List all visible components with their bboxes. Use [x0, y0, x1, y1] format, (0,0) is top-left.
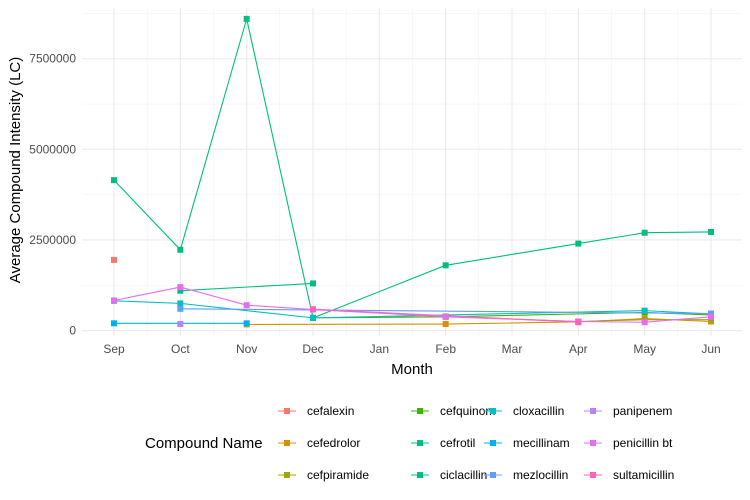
legend-label: cefalexin — [307, 404, 354, 418]
series-line-penicillin-bt — [113, 286, 712, 323]
legend-key-marker — [417, 472, 423, 478]
legend-label: cefedrolor — [307, 436, 360, 450]
legend-key-marker — [417, 408, 423, 414]
data-point-cefrotil — [177, 287, 184, 294]
data-point-ciclacillin — [641, 229, 648, 236]
legend-key-marker — [284, 408, 290, 414]
legend-label: ciclacillin — [440, 468, 487, 482]
data-point-cefedrolor — [442, 321, 449, 328]
data-point-sultamicillin — [310, 306, 316, 313]
y-tick-label: 5000000 — [29, 142, 76, 156]
data-point-cloxacillin — [177, 300, 184, 307]
axes: Sep Oct Nov Dec Jan Feb Mar Apr May Jun 0 2500000 50… — [29, 52, 720, 356]
legend-key-marker — [490, 472, 496, 478]
data-point-penicillin-bt — [442, 313, 449, 320]
legend-label: mecillinam — [513, 436, 570, 450]
data-point-ciclacillin — [708, 228, 714, 235]
data-point-panipenem — [177, 321, 184, 328]
legend-key-marker — [590, 440, 596, 446]
series-line-mezlocillin — [180, 308, 712, 315]
data-point-cefrotil — [310, 280, 316, 287]
x-tick-label: Jan — [370, 342, 389, 356]
legend-label: sultamicillin — [613, 468, 674, 482]
series-line-cefrotil — [180, 282, 314, 292]
data-point-ciclacillin — [442, 262, 449, 269]
data-point-ciclacillin — [575, 240, 582, 247]
legend-title: Compound Name — [145, 435, 263, 452]
legend-key-marker — [490, 440, 496, 446]
y-axis-title: Average Compound Intensity (LC) — [7, 57, 24, 284]
x-tick-label: May — [633, 342, 656, 356]
legend-label: cefrotil — [440, 436, 475, 450]
data-point-mecillinam — [111, 320, 117, 327]
data-point-mezlocillin — [177, 305, 184, 312]
x-tick-label: Feb — [435, 342, 456, 356]
x-tick-label: Nov — [236, 342, 257, 356]
legend-label: cefpiramide — [307, 468, 369, 482]
data-point-ciclacillin — [243, 15, 250, 22]
x-tick-label: Oct — [171, 342, 190, 356]
data-point-penicillin-bt — [177, 284, 184, 291]
legend-key-marker — [590, 472, 596, 478]
series-line-ciclacillin — [113, 18, 712, 319]
x-tick-label: Mar — [502, 342, 523, 356]
data-point-penicillin-bt — [708, 313, 714, 320]
x-axis-title: Month — [391, 361, 433, 378]
x-tick-label: Sep — [103, 342, 125, 356]
data-point-mezlocillin — [708, 310, 714, 317]
x-tick-label: Dec — [302, 342, 323, 356]
data-point-cloxacillin — [641, 307, 648, 314]
legend-label: cefquinom — [440, 404, 495, 418]
data-point-ciclacillin — [177, 246, 184, 253]
legend-key-marker — [417, 440, 423, 446]
legend-key-marker — [490, 408, 496, 414]
y-tick-label: 0 — [69, 324, 76, 338]
legend-label: penicillin bt — [613, 436, 673, 450]
legend-key-marker — [284, 440, 290, 446]
legend-label: cloxacillin — [513, 404, 564, 418]
legend-label: panipenem — [613, 404, 672, 418]
point-layer — [111, 15, 714, 328]
x-tick-label: Apr — [569, 342, 588, 356]
y-tick-label: 7500000 — [29, 52, 76, 66]
data-point-penicillin-bt — [111, 297, 117, 304]
data-point-penicillin-bt — [641, 319, 648, 326]
legend-label: mezlocillin — [513, 468, 568, 482]
y-tick-label: 2500000 — [29, 233, 76, 247]
data-point-sultamicillin — [575, 319, 582, 326]
x-tick-label: Jun — [701, 342, 720, 356]
data-point-cloxacillin — [310, 314, 316, 321]
legend-key-marker — [590, 408, 596, 414]
legend: Compound Name cefalexin cefedrolor cefpira… — [145, 404, 674, 482]
data-point-penicillin-bt — [243, 302, 250, 309]
grid — [82, 8, 742, 336]
data-point-ciclacillin — [111, 177, 117, 184]
data-point-mecillinam — [243, 320, 250, 327]
legend-key-marker — [284, 472, 290, 478]
data-point-cefalexin — [111, 256, 117, 263]
